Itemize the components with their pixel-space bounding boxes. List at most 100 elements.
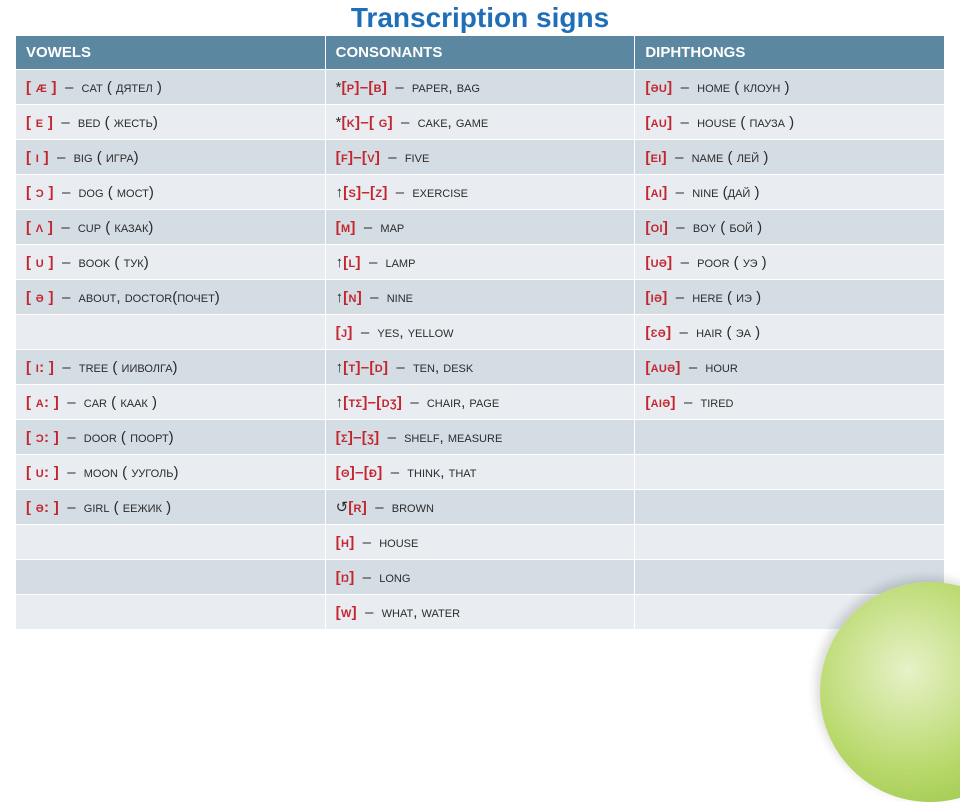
consonant-word: map xyxy=(380,219,404,236)
consonant-ipa: [l] xyxy=(343,254,361,271)
diphthong-cell: [au] – house ( пауза ) xyxy=(635,105,945,140)
consonant-ipa: [ʃ]–[ʒ] xyxy=(336,429,380,446)
dash: – xyxy=(675,324,692,341)
transcription-table: vowels consonants diphthongs [ æ ] – cat… xyxy=(15,36,945,630)
vowel-cell: [ ə ] – about, doctor(почет) xyxy=(16,280,326,315)
vowel-ipa: [ i: ] xyxy=(26,359,54,376)
consonant-cell: [ʃ]–[ʒ] – shelf, measure xyxy=(325,420,635,455)
dash: – xyxy=(391,79,408,96)
vowel-cell xyxy=(16,315,326,350)
diphthong-cell: [aiə] – tired xyxy=(635,385,945,420)
consonant-cell: [m] – map xyxy=(325,210,635,245)
dash: – xyxy=(57,114,74,131)
table-row: [ u: ] – moon ( ууголь)[θ]–[ð] – think, … xyxy=(16,455,945,490)
table-row: [ i ] – big ( игра)[f]–[v] – five[ei] – … xyxy=(16,140,945,175)
diphthong-cell: [uə] – poor ( уэ ) xyxy=(635,245,945,280)
col-consonants: consonants xyxy=(325,36,635,70)
diphthong-word: name ( лей ) xyxy=(692,149,769,166)
vowel-cell: [ ɔ ] – dog ( мост) xyxy=(16,175,326,210)
consonant-word: long xyxy=(379,569,410,586)
diphthong-cell: [auə] – hour xyxy=(635,350,945,385)
vowel-word: cat ( дятел ) xyxy=(82,79,162,96)
consonant-ipa: [m] xyxy=(336,219,356,236)
dash: – xyxy=(357,324,374,341)
diphthong-word: home ( клоун ) xyxy=(697,79,789,96)
dash: – xyxy=(371,499,388,516)
dash: – xyxy=(63,464,80,481)
consonant-cell: ↑[n] – nine xyxy=(325,280,635,315)
diphthong-ipa: [iə] xyxy=(645,289,667,306)
dash: – xyxy=(61,79,78,96)
dash: – xyxy=(58,359,75,376)
consonant-cell: ↑[t]–[d] – ten, desk xyxy=(325,350,635,385)
consonant-cell: [h] – house xyxy=(325,525,635,560)
vowel-ipa: [ ə ] xyxy=(26,289,54,306)
consonant-word: brown xyxy=(392,499,434,516)
dash: – xyxy=(58,254,75,271)
vowel-cell: [ ə: ] – girl ( еежик ) xyxy=(16,490,326,525)
diphthong-ipa: [auə] xyxy=(645,359,680,376)
dash: – xyxy=(680,394,697,411)
table-row: [w] – what, water xyxy=(16,595,945,630)
vowel-ipa: [ i ] xyxy=(26,149,49,166)
consonant-ipa: [j] xyxy=(336,324,353,341)
dash: – xyxy=(672,289,689,306)
consonant-word: lamp xyxy=(385,254,415,271)
table-header-row: vowels consonants diphthongs xyxy=(16,36,945,70)
diphthong-cell: [əu] – home ( клоун ) xyxy=(635,70,945,105)
diphthong-word: hair ( эа ) xyxy=(696,324,760,341)
diphthong-word: tired xyxy=(700,394,733,411)
vowel-word: dog ( мост) xyxy=(78,184,153,201)
vowel-word: tree ( ииволга) xyxy=(79,359,178,376)
vowel-cell: [ ɔ: ] – door ( поорт) xyxy=(16,420,326,455)
vowel-word: book ( тук) xyxy=(78,254,148,271)
dash: – xyxy=(676,114,693,131)
vowel-cell xyxy=(16,595,326,630)
consonant-word: nine xyxy=(387,289,413,306)
dash: – xyxy=(676,254,693,271)
consonant-word: shelf, measure xyxy=(404,429,502,446)
diphthong-word: here ( иэ ) xyxy=(692,289,761,306)
table-row: [ŋ] – long xyxy=(16,560,945,595)
table-row: [ a: ] – car ( каак )↑[tʃ]–[dʒ] – chair,… xyxy=(16,385,945,420)
vowel-ipa: [ a: ] xyxy=(26,394,59,411)
consonant-ipa: [t]–[d] xyxy=(343,359,388,376)
consonant-ipa: [s]–[z] xyxy=(343,184,387,201)
diphthong-ipa: [au] xyxy=(645,114,672,131)
dash: – xyxy=(63,499,80,516)
page-title: Transcription signs xyxy=(0,2,960,34)
vowel-ipa: [ ɔ: ] xyxy=(26,429,59,446)
consonant-word: ten, desk xyxy=(413,359,473,376)
consonant-word: five xyxy=(405,149,429,166)
vowel-cell: [ u ] – book ( тук) xyxy=(16,245,326,280)
consonant-ipa: [p]–[b] xyxy=(342,79,388,96)
vowel-ipa: [ u: ] xyxy=(26,464,59,481)
consonant-cell: ↑[l] – lamp xyxy=(325,245,635,280)
consonant-word: paper, bag xyxy=(412,79,480,96)
diphthong-ipa: [ai] xyxy=(645,184,667,201)
consonant-ipa: [h] xyxy=(336,534,355,551)
dash: – xyxy=(359,569,376,586)
dash: – xyxy=(676,79,693,96)
diphthong-word: hour xyxy=(705,359,737,376)
dash: – xyxy=(387,464,404,481)
vowel-word: girl ( еежик ) xyxy=(84,499,171,516)
vowel-cell: [ e ] – bed ( жесть) xyxy=(16,105,326,140)
vowel-cell: [ a: ] – car ( каак ) xyxy=(16,385,326,420)
consonant-ipa: [r] xyxy=(348,499,367,516)
vowel-cell: [ ʌ ] – cup ( казак) xyxy=(16,210,326,245)
table-row: [ e ] – bed ( жесть)*[k]–[ g] – cake, ga… xyxy=(16,105,945,140)
diphthong-ipa: [uə] xyxy=(645,254,672,271)
dash: – xyxy=(406,394,423,411)
dash: – xyxy=(360,219,377,236)
consonant-word: exercise xyxy=(412,184,468,201)
vowel-word: cup ( казак) xyxy=(78,219,154,236)
consonant-word: cake, game xyxy=(418,114,489,131)
vowel-cell: [ u: ] – moon ( ууголь) xyxy=(16,455,326,490)
dash: – xyxy=(361,604,378,621)
diphthong-cell: [ai] – nine (дай ) xyxy=(635,175,945,210)
vowel-ipa: [ ʌ ] xyxy=(26,219,53,236)
table-row: [ æ ] – cat ( дятел )*[p]–[b] – paper, b… xyxy=(16,70,945,105)
dash: – xyxy=(53,149,70,166)
vowel-word: car ( каак ) xyxy=(84,394,157,411)
